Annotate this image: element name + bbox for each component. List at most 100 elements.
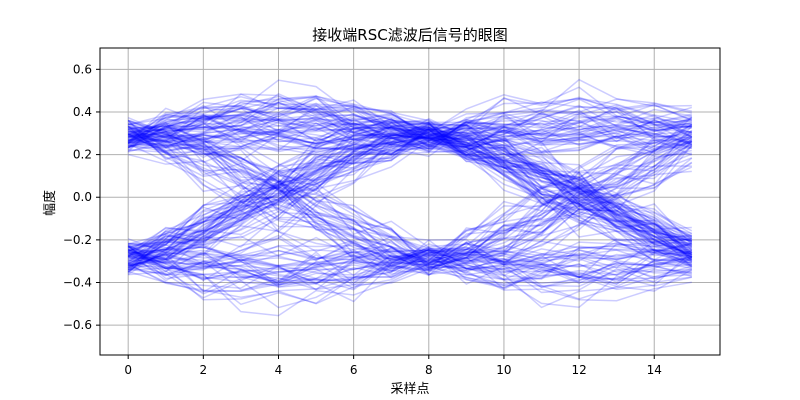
eye-trace: [128, 122, 692, 144]
eye-trace: [127, 125, 692, 273]
eye-trace: [128, 245, 692, 267]
eye-trace: [127, 152, 692, 282]
eye-trace: [127, 126, 693, 272]
eye-trace: [128, 117, 693, 243]
eye-trace: [128, 126, 692, 254]
eye-trace: [127, 92, 693, 259]
eye-trace: [128, 128, 692, 149]
eye-trace: [127, 124, 692, 153]
eye-trace: [127, 250, 692, 269]
eye-trace: [127, 139, 693, 291]
eye-trace: [127, 101, 693, 261]
eye-trace: [127, 136, 693, 262]
eye-trace: [128, 117, 693, 256]
eye-trace: [127, 133, 693, 285]
eye-trace: [127, 115, 693, 145]
eye-trace: [127, 244, 693, 293]
eye-trace: [128, 123, 693, 265]
eye-trace: [127, 128, 693, 263]
eye-trace: [127, 137, 693, 257]
eye-trace: [128, 114, 693, 255]
y-tick-label: −0.4: [63, 276, 92, 290]
eye-trace: [128, 119, 693, 150]
eye-trace: [128, 244, 692, 278]
eye-trace: [128, 241, 693, 283]
eye-trace: [128, 111, 692, 151]
eye-trace: [128, 109, 693, 260]
eye-trace: [127, 245, 692, 281]
eye-trace: [128, 128, 693, 286]
x-tick-label: 12: [571, 363, 586, 377]
eye-trace: [128, 139, 692, 284]
eye-trace: [128, 115, 692, 241]
eye-trace: [127, 104, 692, 156]
eye-trace: [128, 128, 693, 148]
eye-trace: [127, 153, 693, 280]
eye-trace: [127, 112, 693, 276]
eye-trace: [127, 101, 693, 251]
eye-trace: [127, 121, 693, 257]
eye-trace: [127, 110, 692, 260]
x-tick-label: 10: [496, 363, 511, 377]
y-axis-ticks: −0.6 −0.4 −0.2 0.0 0.2 0.4 0.6: [63, 62, 100, 332]
eye-trace: [128, 246, 693, 271]
eye-trace: [127, 126, 693, 288]
eye-trace: [127, 129, 693, 267]
eye-trace: [127, 125, 693, 235]
eye-trace: [127, 118, 692, 153]
x-tick-label: 4: [275, 363, 283, 377]
eye-trace: [127, 126, 693, 265]
eye-trace: [127, 135, 692, 255]
eye-trace: [127, 119, 692, 272]
eye-trace: [127, 235, 692, 288]
eye-trace: [127, 102, 693, 249]
eye-trace: [127, 95, 692, 250]
eye-trace: [128, 126, 692, 251]
plot-area-frame: [99, 47, 721, 356]
eye-trace: [128, 166, 693, 285]
eye-trace: [128, 247, 693, 284]
y-tick-label: −0.2: [63, 233, 92, 247]
eye-trace: [127, 133, 692, 285]
eye-trace: [127, 125, 693, 265]
eye-trace: [127, 101, 693, 268]
eye-trace: [128, 124, 693, 257]
eye-trace: [127, 115, 692, 253]
eye-trace: [127, 78, 692, 271]
eye-trace: [127, 124, 693, 317]
eye-trace: [128, 125, 692, 281]
eye-trace: [128, 242, 693, 268]
eye-trace: [127, 99, 693, 242]
eye-trace: [127, 117, 692, 267]
eye-trace: [128, 131, 692, 246]
eye-trace: [128, 116, 692, 142]
eye-trace: [127, 134, 693, 252]
eye-trace: [128, 112, 693, 149]
eye-trace: [127, 112, 693, 263]
eye-trace: [127, 141, 693, 279]
eye-trace: [128, 127, 693, 267]
eye-trace: [127, 104, 693, 153]
eye-trace: [127, 115, 692, 258]
eye-trace: [127, 122, 692, 309]
eye-trace: [127, 97, 692, 261]
x-tick-label: 6: [350, 363, 358, 377]
eye-trace: [127, 113, 693, 246]
eye-trace: [127, 86, 692, 270]
eye-trace: [128, 116, 693, 237]
eye-trace: [127, 125, 692, 271]
eye-trace: [127, 116, 692, 289]
x-axis-title: 采样点: [390, 382, 429, 397]
eye-trace: [127, 134, 693, 263]
eye-trace: [128, 122, 693, 153]
eye-trace: [127, 135, 693, 273]
eye-trace: [127, 136, 692, 252]
eye-trace: [127, 95, 693, 267]
eye-trace: [128, 96, 692, 238]
eye-trace: [128, 144, 693, 288]
y-tick-label: −0.6: [63, 318, 92, 332]
eye-trace: [128, 138, 693, 291]
eye-trace: [128, 121, 692, 148]
eye-trace: [128, 141, 692, 301]
eye-trace: [128, 97, 693, 276]
